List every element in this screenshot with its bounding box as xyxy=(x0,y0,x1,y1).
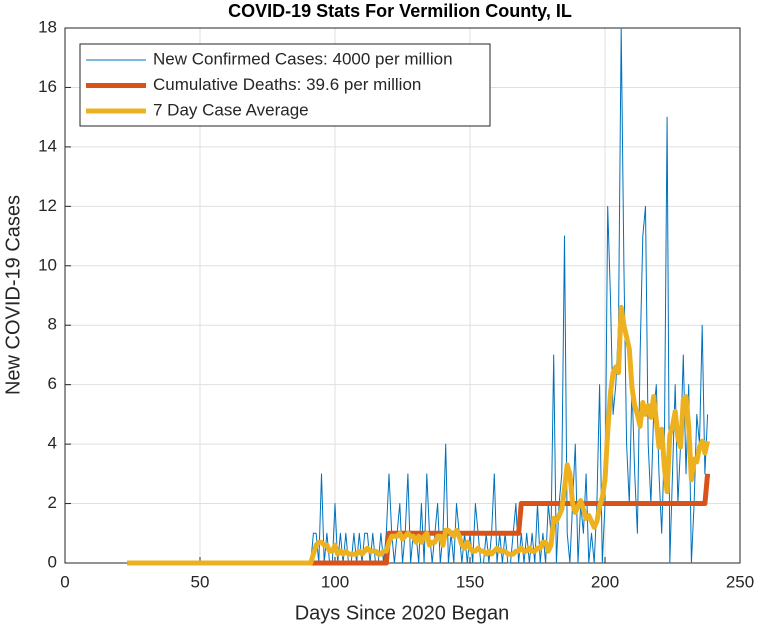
y-axis-label: New COVID-19 Cases xyxy=(2,195,24,395)
x-tick-label: 0 xyxy=(60,572,69,591)
y-tick-label: 18 xyxy=(38,17,57,36)
y-tick-label: 8 xyxy=(48,315,57,334)
y-tick-label: 16 xyxy=(38,77,57,96)
y-tick-label: 12 xyxy=(38,196,57,215)
x-tick-label: 250 xyxy=(726,572,754,591)
y-tick-label: 4 xyxy=(48,434,57,453)
y-tick-label: 14 xyxy=(38,136,57,155)
x-tick-label: 200 xyxy=(591,572,619,591)
chart-title: COVID-19 Stats For Vermilion County, IL xyxy=(228,1,572,21)
x-tick-label: 150 xyxy=(456,572,484,591)
x-tick-label: 50 xyxy=(191,572,210,591)
x-tick-label: 100 xyxy=(321,572,349,591)
data-line xyxy=(127,304,711,566)
legend-label: 7 Day Case Average xyxy=(153,100,309,119)
y-tick-label: 10 xyxy=(38,255,57,274)
legend-box xyxy=(79,43,491,127)
legend-label: Cumulative Deaths: 39.6 per million xyxy=(153,75,421,94)
y-tick-label: 6 xyxy=(48,374,57,393)
x-axis-label: Days Since 2020 Began xyxy=(295,602,510,624)
y-tick-label: 2 xyxy=(48,493,57,512)
legend-label: New Confirmed Cases: 4000 per million xyxy=(153,49,453,68)
y-tick-label: 0 xyxy=(48,552,57,571)
